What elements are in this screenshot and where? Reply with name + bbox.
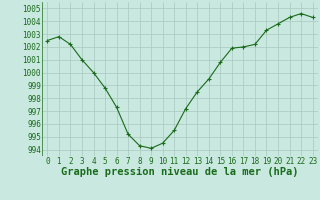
X-axis label: Graphe pression niveau de la mer (hPa): Graphe pression niveau de la mer (hPa) <box>61 167 299 177</box>
